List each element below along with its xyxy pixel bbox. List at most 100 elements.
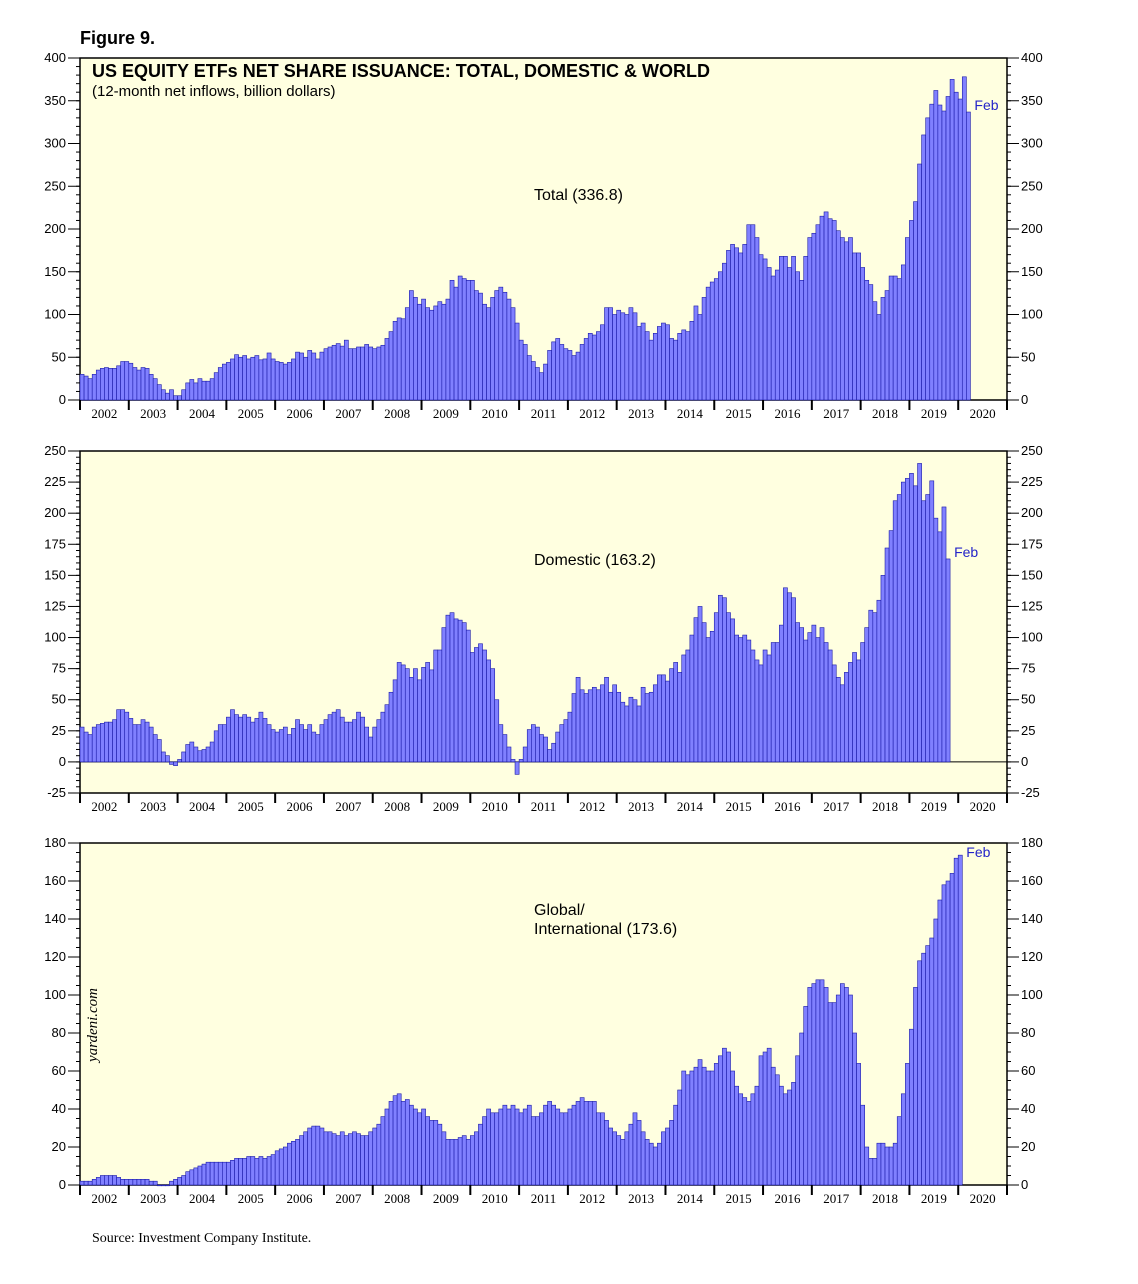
domestic-x-tick-label: 2014 (677, 799, 704, 814)
total-y-tick-label-right: 400 (1021, 50, 1043, 65)
global-bar (189, 1169, 195, 1186)
global-bar (169, 1180, 174, 1186)
domestic-bar (173, 761, 178, 766)
total-bar (311, 352, 317, 401)
domestic-bar (746, 639, 752, 763)
global-bar (823, 987, 829, 1186)
total-x-tick-label: 2012 (579, 406, 605, 421)
total-bar (559, 344, 565, 401)
global-bar (555, 1108, 561, 1186)
total-bar (697, 314, 703, 401)
domestic-bar (266, 724, 272, 763)
total-bar (486, 307, 491, 401)
domestic-bar (156, 739, 162, 763)
global-bar (583, 1101, 589, 1186)
domestic-bar (848, 662, 853, 763)
total-bar (120, 361, 126, 401)
total-bar (579, 344, 585, 401)
global-bar (567, 1108, 573, 1186)
total-bar (799, 279, 805, 401)
total-bar (953, 91, 959, 401)
global-bar (774, 1074, 780, 1186)
global-bar (713, 1063, 719, 1186)
domestic-bar (535, 726, 540, 763)
domestic-bar (640, 686, 646, 763)
global-bar (234, 1158, 239, 1186)
total-bar (608, 307, 613, 401)
global-bar (811, 983, 817, 1186)
domestic-y-tick-label-left: 0 (59, 754, 66, 769)
total-bar (779, 256, 784, 401)
domestic-bar (596, 689, 601, 763)
total-bar (604, 307, 609, 401)
domestic-bar (148, 726, 154, 763)
domestic-y-tick-label-left: 50 (52, 692, 66, 707)
domestic-bar (461, 622, 467, 763)
domestic-bar (343, 721, 349, 763)
global-x-tick-label: 2005 (238, 1191, 264, 1206)
domestic-y-tick-label-right: 0 (1021, 754, 1028, 769)
global-bar (226, 1161, 231, 1186)
domestic-bar (685, 649, 691, 763)
domestic-bar (933, 517, 939, 763)
domestic-bar (628, 696, 634, 763)
global-bar (311, 1125, 317, 1186)
global-bar (506, 1108, 512, 1186)
total-bar (921, 134, 926, 401)
domestic-bar (348, 721, 353, 763)
total-bar (957, 98, 963, 401)
global-x-tick-label: 2018 (872, 1191, 898, 1206)
global-bar (156, 1184, 162, 1187)
global-bar (295, 1139, 300, 1186)
global-bar (266, 1156, 272, 1186)
total-bar (91, 374, 97, 401)
domestic-bar (555, 731, 561, 763)
global-bar (364, 1135, 369, 1186)
global-bar (640, 1131, 646, 1186)
domestic-bar (575, 677, 581, 763)
global-bar (474, 1131, 479, 1186)
total-bar (905, 237, 910, 401)
global-bar (392, 1095, 398, 1186)
global-bar (510, 1104, 516, 1186)
global-bar (872, 1158, 878, 1186)
domestic-bar (791, 597, 796, 763)
global-bar (770, 1066, 776, 1186)
total-bar (465, 279, 471, 401)
domestic-y-tick-label-left: 150 (44, 567, 66, 582)
domestic-bar (705, 637, 711, 763)
global-bar (876, 1142, 882, 1186)
total-y-tick-label-right: 200 (1021, 221, 1043, 236)
domestic-bar (779, 624, 784, 763)
total-bar (368, 346, 374, 401)
global-x-tick-label: 2014 (677, 1191, 704, 1206)
domestic-bar (811, 624, 817, 763)
total-bar (331, 344, 337, 401)
domestic-bar (539, 734, 544, 763)
global-bar (100, 1175, 105, 1186)
global-bar (222, 1161, 227, 1186)
total-bar (478, 292, 483, 401)
total-bar (514, 322, 520, 401)
global-bar (636, 1120, 642, 1186)
total-bar (339, 345, 345, 401)
total-bar (612, 314, 617, 401)
domestic-y-tick-label-left: 75 (52, 661, 66, 676)
domestic-bar (713, 612, 719, 763)
total-bar (384, 338, 390, 401)
total-bar (620, 312, 626, 401)
domestic-y-tick-label-right: 100 (1021, 630, 1043, 645)
global-bar (352, 1131, 357, 1186)
total-bar (413, 297, 418, 401)
domestic-bar (937, 531, 943, 763)
domestic-bar (465, 629, 471, 763)
domestic-bar (657, 674, 662, 763)
domestic-y-tick-label-right: 75 (1021, 661, 1035, 676)
total-bar (535, 367, 540, 401)
total-bar (693, 305, 699, 401)
total-bar (644, 331, 650, 401)
total-bar (83, 375, 89, 401)
global-y-tick-label-right: 0 (1021, 1177, 1028, 1192)
global-x-tick-label: 2019 (921, 1191, 947, 1206)
global-bar (896, 1116, 902, 1186)
